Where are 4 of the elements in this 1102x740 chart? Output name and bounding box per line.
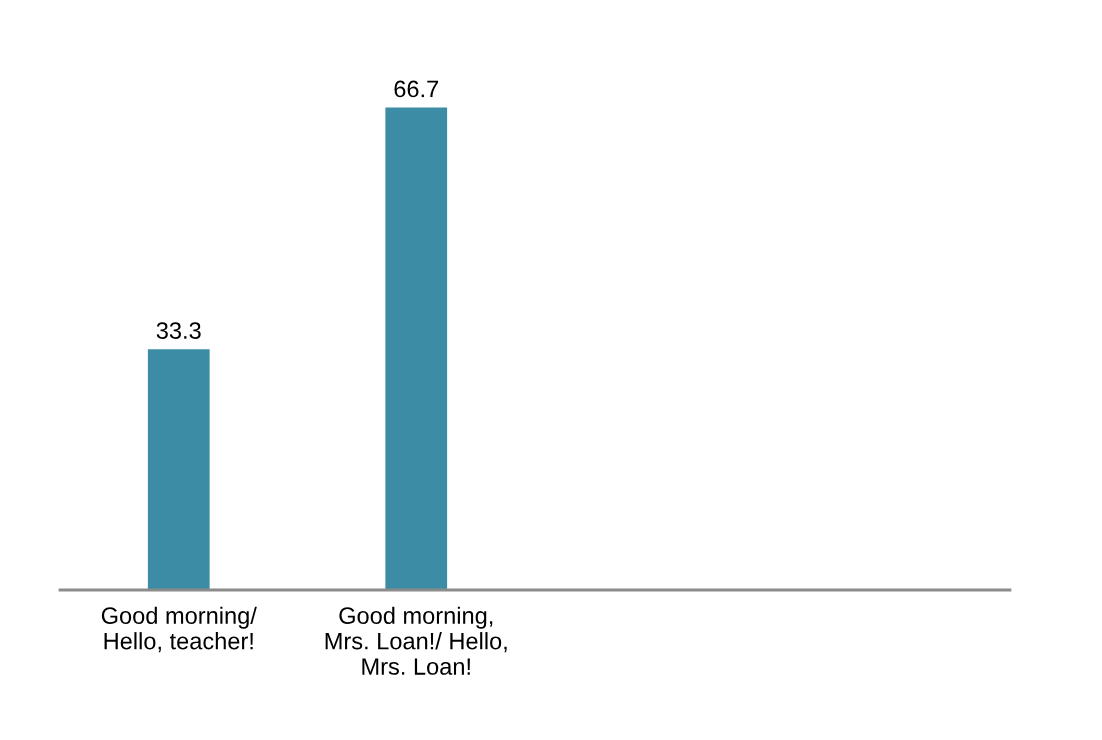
data-label: 33.3 <box>156 322 201 339</box>
x-tick-label: Good morning/ Hello, teacher! <box>101 606 257 653</box>
data-label: 66.7 <box>394 80 439 98</box>
x-tick-label: Good morning, Mrs. Loan!/ Hello, Mrs. Loan! <box>325 606 507 675</box>
